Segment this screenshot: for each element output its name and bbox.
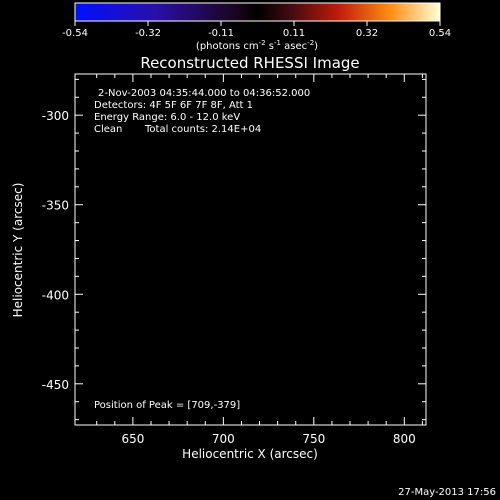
colorbar: -0.54 -0.32 -0.11 0.11 0.32 0.54 (photons cm-… xyxy=(62,2,451,52)
y-tick-label: -450 xyxy=(42,378,69,392)
solar-image xyxy=(75,74,426,425)
x-tick-label: 750 xyxy=(302,432,325,446)
info-energy-range: Energy Range: 6.0 - 12.0 keV xyxy=(94,112,240,123)
plot-frame xyxy=(74,73,427,426)
x-tick-label: 700 xyxy=(212,432,235,446)
colorbar-tick-label: 0.54 xyxy=(429,28,451,39)
peak-position-label: Position of Peak = [709,-379] xyxy=(94,400,240,411)
x-tick-label: 800 xyxy=(393,432,416,446)
y-tick-label: -400 xyxy=(42,288,69,302)
colorbar-ticks: -0.54 -0.32 -0.11 0.11 0.32 0.54 xyxy=(62,21,451,39)
y-tick-label: -300 xyxy=(42,109,69,123)
x-axis-label: Heliocentric X (arcsec) xyxy=(182,447,318,461)
y-axis-label: Heliocentric Y (arcsec) xyxy=(11,183,25,318)
info-detectors: Detectors: 4F 5F 6F 7F 8F, Att 1 xyxy=(94,100,253,111)
colorbar-tick-label: -0.32 xyxy=(135,28,161,39)
info-time-range: 2-Nov-2003 04:35:44.000 to 04:36:52.000 xyxy=(98,88,310,99)
info-method: Clean xyxy=(94,124,122,135)
colorbar-tick-label: -0.54 xyxy=(62,28,88,39)
colorbar-gradient xyxy=(74,2,441,22)
colorbar-unit-label: (photons cm-2 s-1 asec-2) xyxy=(196,39,318,52)
x-axis-ticks: 650 700 750 800 xyxy=(96,74,423,446)
x-tick-label: 650 xyxy=(121,432,144,446)
y-axis-ticks: -300 -350 -400 -450 xyxy=(42,78,426,421)
info-total-counts: Total counts: 2.14E+04 xyxy=(144,124,261,135)
info-block: 2-Nov-2003 04:35:44.000 to 04:36:52.000 … xyxy=(94,88,310,135)
colorbar-tick-label: -0.11 xyxy=(208,28,234,39)
colorbar-tick-label: 0.11 xyxy=(283,28,305,39)
y-tick-label: -350 xyxy=(42,199,69,213)
image-title: Reconstructed RHESSI Image xyxy=(140,54,359,72)
colorbar-tick-label: 0.32 xyxy=(356,28,378,39)
timestamp: 27-May-2013 17:56 xyxy=(398,487,496,498)
